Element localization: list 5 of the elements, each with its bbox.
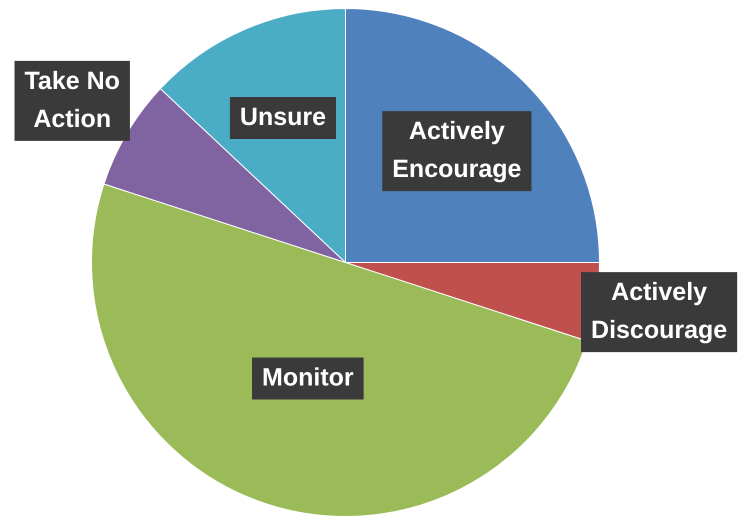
- slice-label: Monitor: [262, 363, 354, 392]
- slice-label: Actively Discourage: [591, 278, 728, 344]
- slice-label: Take No Action: [24, 66, 120, 133]
- slice-label: Unsure: [240, 102, 326, 131]
- slice-label: Actively Encourage: [392, 117, 522, 184]
